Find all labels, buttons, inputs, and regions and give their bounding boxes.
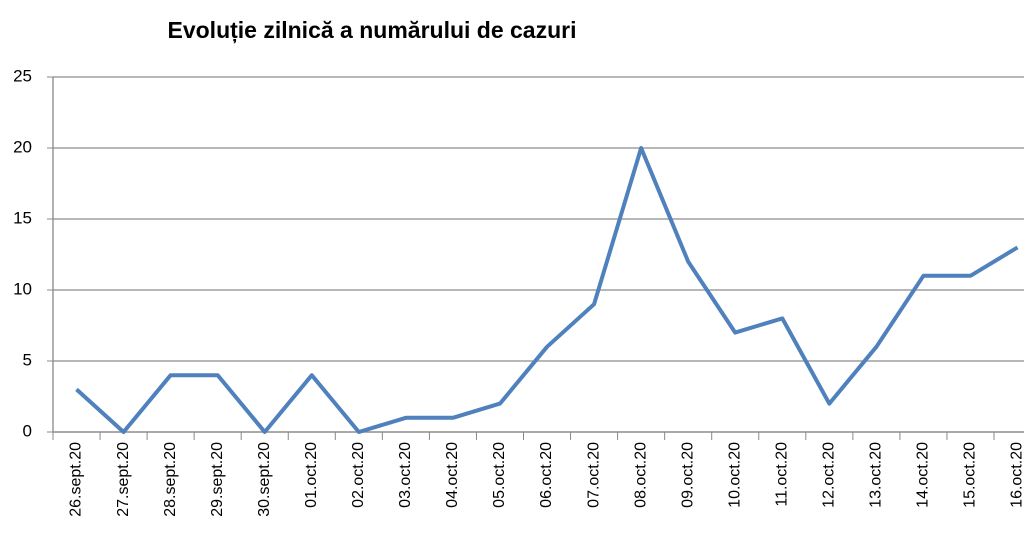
x-tick-label: 29.sept.20 — [209, 442, 226, 517]
x-tick-label: 04.oct.20 — [444, 442, 461, 508]
x-tick-label: 15.oct.20 — [962, 442, 979, 508]
x-tick-label: 07.oct.20 — [585, 442, 602, 508]
x-tick-label: 05.oct.20 — [491, 442, 508, 508]
data-line — [75, 146, 1019, 434]
x-tick-label: 16.oct.20 — [1009, 442, 1024, 508]
x-tick-label: 10.oct.20 — [726, 442, 743, 508]
y-tick-label: 10 — [13, 279, 32, 298]
x-tick-label: 13.oct.20 — [868, 442, 885, 508]
x-tick-label: 28.sept.20 — [162, 442, 179, 517]
y-tick-label: 15 — [13, 208, 32, 227]
y-tick-label: 0 — [23, 421, 32, 440]
y-tick-label: 5 — [23, 350, 32, 369]
x-tick-label: 12.oct.20 — [821, 442, 838, 508]
x-tick-label: 11.oct.20 — [773, 442, 790, 507]
x-tick-label: 03.oct.20 — [397, 442, 414, 508]
x-tick-label: 02.oct.20 — [350, 442, 367, 508]
x-tick-label: 09.oct.20 — [679, 442, 696, 508]
chart-title: Evoluție zilnică a numărului de cazuri — [168, 17, 577, 44]
y-tick-label: 20 — [13, 137, 32, 156]
x-tick-label: 06.oct.20 — [538, 442, 555, 508]
x-tick-label: 01.oct.20 — [303, 442, 320, 508]
x-tick-label: 30.sept.20 — [256, 442, 273, 517]
x-tick-label: 14.oct.20 — [915, 442, 932, 508]
x-tick-label: 26.sept.20 — [68, 442, 85, 517]
x-tick-label: 08.oct.20 — [632, 442, 649, 508]
y-tick-label: 25 — [13, 66, 32, 85]
x-tick-label: 27.sept.20 — [115, 442, 132, 517]
